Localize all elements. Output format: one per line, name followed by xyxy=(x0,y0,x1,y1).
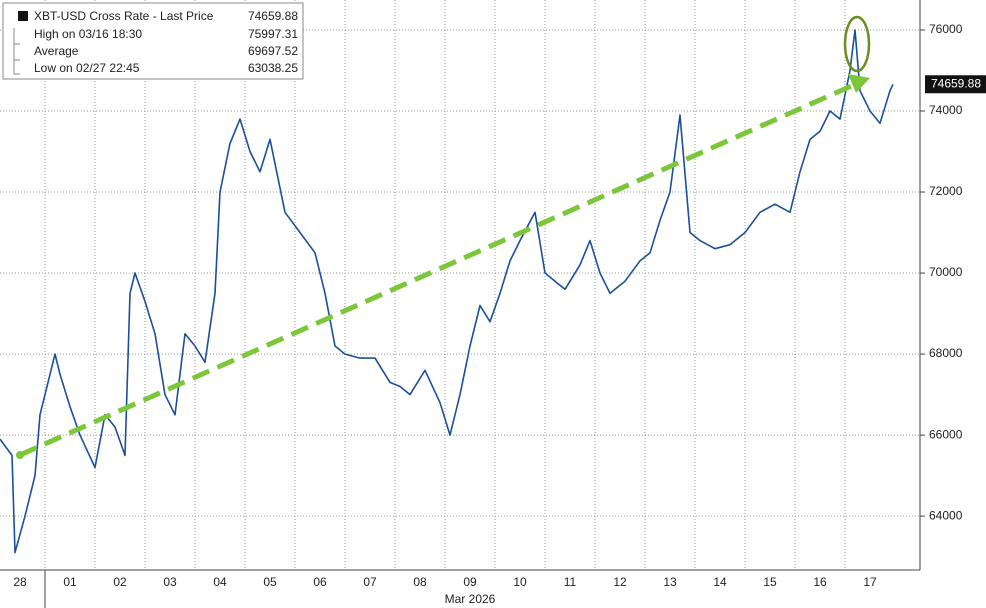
x-tick-label: 17 xyxy=(863,575,877,589)
y-tick-label: 74000 xyxy=(929,103,963,117)
x-tick-label: 05 xyxy=(263,575,277,589)
x-tick-label: 16 xyxy=(813,575,827,589)
legend-label: Low on 02/27 22:45 xyxy=(34,61,140,75)
y-tick-label: 70000 xyxy=(929,265,963,279)
legend-value: 75997.31 xyxy=(248,27,298,41)
x-tick-label: 04 xyxy=(213,575,227,589)
legend-label: High on 03/16 18:30 xyxy=(34,27,142,41)
last-price-tag xyxy=(925,75,986,94)
x-tick-label: 15 xyxy=(763,575,777,589)
x-tick-label: 06 xyxy=(313,575,327,589)
x-tick-label: 10 xyxy=(513,575,527,589)
y-tick-label: 72000 xyxy=(929,184,963,198)
x-tick-label: 08 xyxy=(413,575,427,589)
last-price-label: 74659.88 xyxy=(931,76,981,90)
x-tick-label: 13 xyxy=(663,575,677,589)
y-tick-label: 64000 xyxy=(929,508,963,522)
x-tick-label: 07 xyxy=(363,575,377,589)
legend: XBT-USD Cross Rate - Last Price 74659.88… xyxy=(2,2,304,80)
legend-box xyxy=(2,2,304,80)
y-tick-label: 76000 xyxy=(929,22,963,36)
trend-arrow xyxy=(18,80,860,458)
price-line xyxy=(0,29,894,554)
trend-arrowhead xyxy=(848,74,870,93)
legend-label: Average xyxy=(34,44,79,58)
y-tick-label: 66000 xyxy=(929,427,963,441)
peak-circle xyxy=(843,15,871,73)
x-tick-label: 11 xyxy=(564,575,577,589)
legend-value: 63038.25 xyxy=(248,61,298,75)
legend-label: XBT-USD Cross Rate - Last Price xyxy=(34,9,214,23)
x-tick-label: 03 xyxy=(163,575,177,589)
y-tick-label: 68000 xyxy=(929,346,963,360)
plot xyxy=(0,29,894,554)
x-tick-label: 14 xyxy=(713,575,727,589)
x-tick-label: 01 xyxy=(63,575,77,589)
x-tick-label: 28 xyxy=(13,575,27,589)
legend-value: 74659.88 xyxy=(248,9,298,23)
x-tick-label: 09 xyxy=(463,575,477,589)
x-tick-label: 02 xyxy=(113,575,127,589)
legend-value: 69697.52 xyxy=(248,44,298,58)
legend-swatch xyxy=(18,11,28,21)
legend-tree xyxy=(13,28,20,75)
x-axis-label: Mar 2026 xyxy=(445,592,496,606)
x-tick-label: 12 xyxy=(613,575,627,589)
trend-start xyxy=(16,451,24,459)
